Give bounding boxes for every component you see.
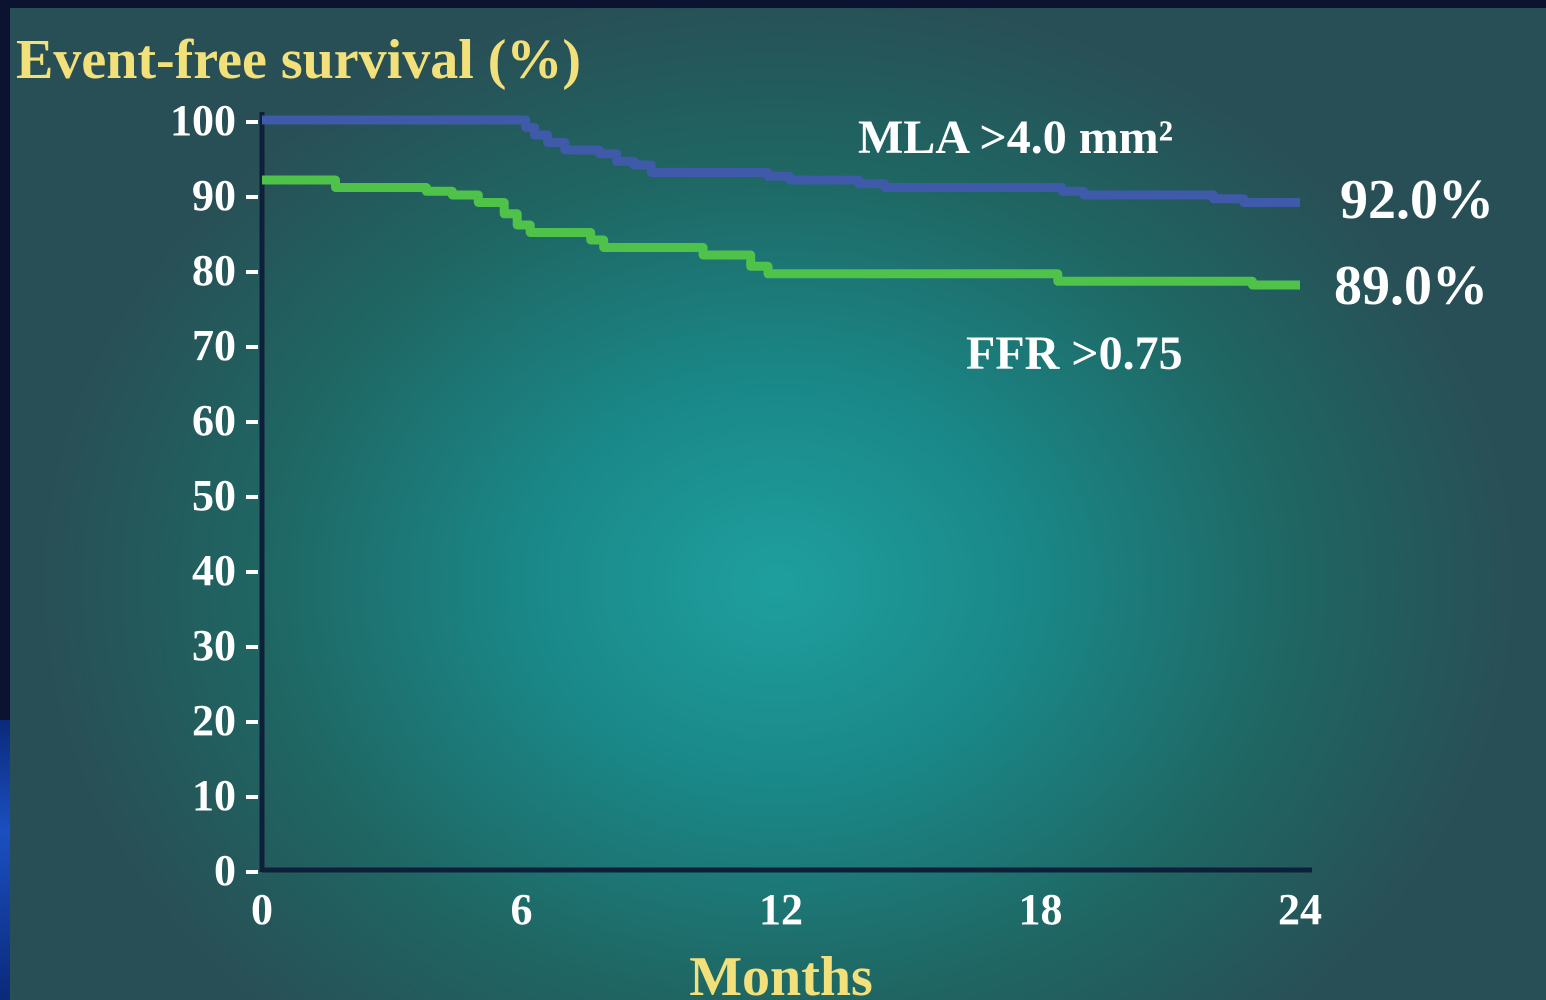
x-tick-label: 0 <box>251 885 273 934</box>
series-label-ffr: FFR >0.75 <box>966 327 1183 380</box>
series-label-mla: MLA >4.0 mm² <box>858 111 1173 164</box>
y-tick-label: 60 <box>192 396 236 445</box>
end-label-mla: 92.0% <box>1340 169 1494 231</box>
y-tick-label: 90 <box>192 171 236 220</box>
y-tick-label: 80 <box>192 246 236 295</box>
y-tick-label: 20 <box>192 696 236 745</box>
x-tick-label: 12 <box>759 885 803 934</box>
series-line-mla <box>262 115 1300 207</box>
y-tick-label: 30 <box>192 621 236 670</box>
x-ticks: 0 6 12 18 24 <box>251 885 1322 934</box>
y-tick-label: 10 <box>192 771 236 820</box>
y-tick-label: 0 <box>214 846 236 895</box>
x-tick-label: 24 <box>1278 885 1322 934</box>
y-tick-label: 100 <box>170 96 236 145</box>
x-axis-label: Months <box>689 946 873 1000</box>
end-label-ffr: 89.0% <box>1334 255 1488 317</box>
series-labels: MLA >4.0 mm² FFR >0.75 92.0% 89.0% <box>858 111 1494 380</box>
series-lines <box>262 115 1300 290</box>
y-tick-label: 50 <box>192 471 236 520</box>
x-tick-label: 18 <box>1019 885 1063 934</box>
y-ticks: 0 10 20 30 40 50 60 70 80 90 100 <box>170 96 258 895</box>
x-tick-label: 6 <box>511 885 533 934</box>
series-line-ffr <box>262 175 1300 290</box>
y-tick-label: 70 <box>192 321 236 370</box>
axes <box>259 112 1312 873</box>
y-axis-label: Event-free survival (%) <box>16 29 581 91</box>
y-tick-label: 40 <box>192 546 236 595</box>
